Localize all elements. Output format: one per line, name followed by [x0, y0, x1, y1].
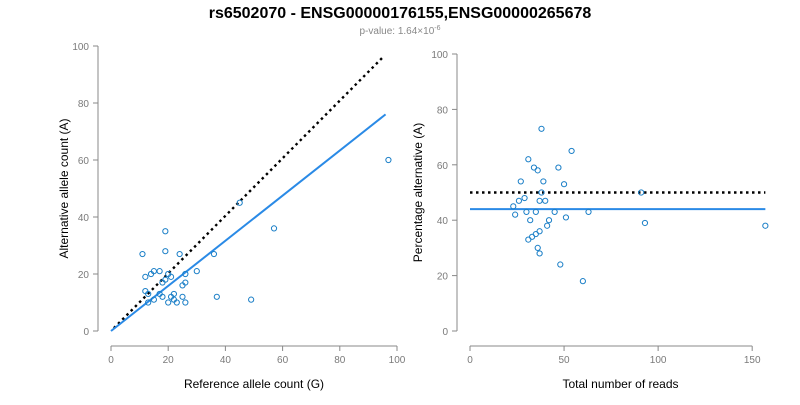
x-tick-label: 0 — [108, 355, 114, 366]
percentage-plot: 0 50 100 150 0 20 40 60 80 100 Total number of rea… — [411, 50, 769, 391]
y-tick-label: 100 — [72, 42, 89, 53]
data-point — [150, 296, 157, 303]
data-point — [270, 225, 278, 232]
data-point — [527, 217, 534, 224]
data-point — [213, 293, 220, 300]
data-point — [156, 268, 163, 275]
y-axis-label: Alternative allele count (A) — [57, 118, 71, 258]
data-point — [210, 250, 218, 258]
data-point — [521, 194, 528, 202]
data-point — [248, 296, 255, 303]
y-tick-label: 60 — [78, 156, 90, 167]
y-tick-label: 80 — [78, 99, 90, 110]
data-point — [525, 156, 532, 163]
x-axis-label: Total number of reads — [562, 377, 678, 391]
data-point — [560, 181, 568, 188]
data-point — [182, 270, 189, 278]
x-tick-label: 20 — [163, 355, 175, 366]
p-value-exponent: -6 — [434, 25, 440, 32]
data-point — [534, 167, 541, 174]
y-tick-label: 80 — [437, 105, 449, 116]
reference-line — [113, 56, 384, 329]
x-tick-label: 0 — [467, 355, 473, 366]
data-point — [165, 299, 172, 306]
data-point — [641, 219, 649, 227]
y-tick-label: 40 — [78, 213, 90, 224]
chart-title: rs6502070 - ENSG00000176155,ENSG00000265… — [209, 5, 592, 22]
data-point — [538, 125, 545, 132]
allele-count-plot: 0 20 40 60 80 100 0 20 40 60 80 100 Reference allele… — [57, 42, 406, 391]
data-point — [579, 278, 586, 285]
x-tick-label: 150 — [744, 355, 761, 366]
data-point — [182, 299, 189, 306]
y-tick-label: 40 — [437, 216, 449, 227]
x-tick-label: 100 — [389, 355, 406, 366]
data-point — [145, 299, 152, 306]
data-point — [540, 178, 547, 185]
data-point — [167, 273, 175, 280]
y-tick-label: 0 — [442, 327, 448, 338]
x-axis-label: Reference allele count (G) — [184, 377, 324, 391]
chart-subtitle: p-value: 1.64×10-6 — [359, 25, 440, 37]
data-point — [515, 197, 523, 204]
data-point — [544, 222, 551, 229]
data-point — [150, 268, 157, 275]
data-point — [517, 178, 524, 185]
data-point — [142, 273, 149, 280]
data-point — [562, 214, 570, 221]
data-point — [545, 217, 553, 224]
data-point — [638, 189, 645, 196]
x-tick-label: 40 — [220, 355, 232, 366]
x-tick-label: 50 — [559, 355, 571, 366]
data-point — [536, 228, 543, 235]
data-point — [551, 208, 558, 215]
data-point — [162, 276, 169, 283]
data-point — [585, 208, 592, 215]
y-tick-label: 0 — [83, 327, 89, 338]
data-point — [179, 293, 186, 300]
x-tick-label: 60 — [277, 355, 289, 366]
data-point — [139, 250, 146, 258]
data-point — [762, 222, 769, 229]
p-value-text: p-value: 1.64×10 — [359, 26, 434, 37]
data-point — [538, 189, 545, 196]
data-point — [534, 244, 541, 251]
data-point — [173, 299, 180, 306]
data-point — [568, 147, 575, 155]
data-point — [182, 279, 189, 286]
data-point — [193, 268, 200, 275]
y-tick-label: 100 — [431, 50, 448, 61]
data-point — [236, 199, 243, 206]
data-point — [170, 290, 178, 298]
x-tick-label: 100 — [650, 355, 667, 366]
data-point — [542, 197, 549, 204]
y-tick-label: 20 — [78, 270, 90, 281]
data-point — [536, 197, 543, 204]
data-point — [159, 293, 166, 300]
data-point — [176, 250, 183, 258]
x-tick-label: 80 — [334, 355, 346, 366]
y-axis-label: Percentage alternative (A) — [411, 123, 425, 262]
data-point — [555, 164, 562, 171]
data-point — [536, 250, 543, 257]
data-point — [162, 228, 169, 235]
data-point — [162, 248, 169, 255]
data-point — [145, 290, 152, 298]
data-point — [557, 261, 564, 268]
data-point — [512, 211, 519, 218]
data-point — [523, 208, 530, 215]
data-point — [385, 156, 392, 164]
data-point — [510, 203, 517, 210]
y-tick-label: 20 — [437, 272, 449, 283]
y-tick-label: 60 — [437, 161, 449, 172]
data-point — [532, 208, 539, 215]
